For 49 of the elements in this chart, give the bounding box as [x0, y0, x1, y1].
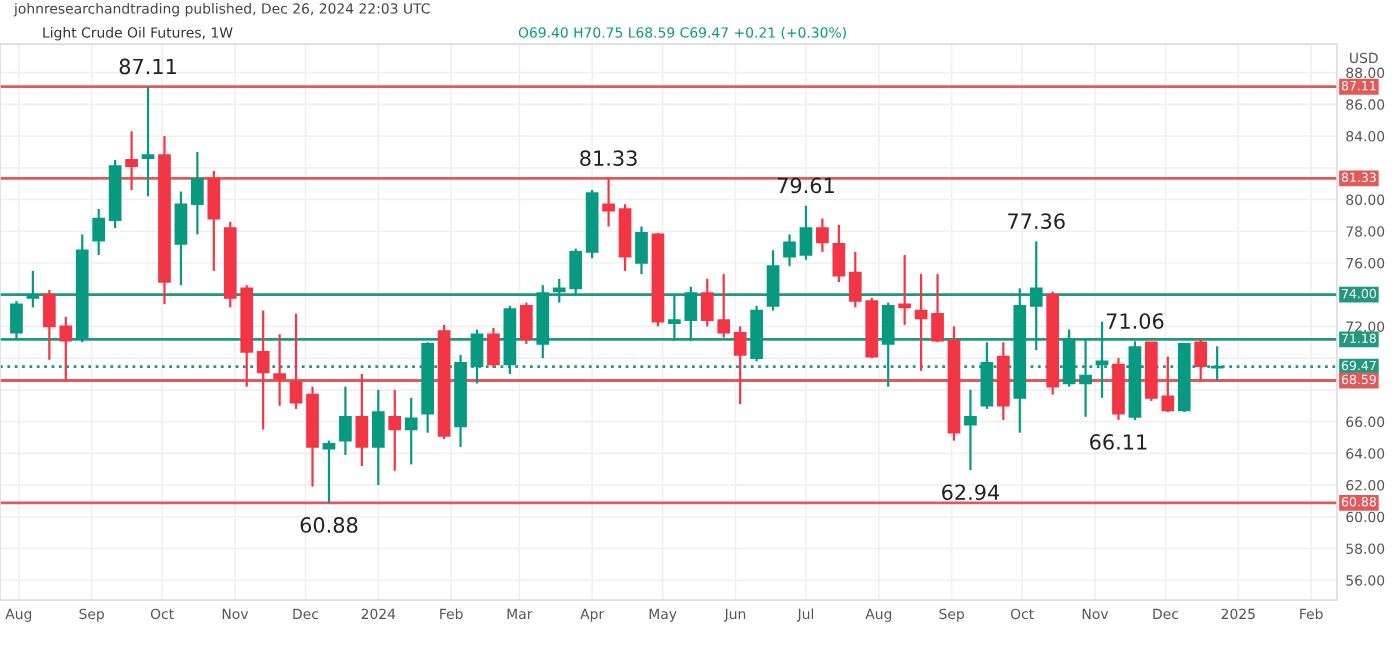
- candlestick: [322, 439, 336, 504]
- candlestick: [1095, 320, 1109, 399]
- candlestick: [256, 309, 270, 431]
- candlestick: [487, 326, 500, 369]
- candlestick: [1062, 328, 1076, 388]
- candlestick: [832, 223, 846, 284]
- candlestick: [783, 233, 796, 268]
- candlestick: [207, 169, 221, 273]
- candlestick: [26, 269, 40, 309]
- annotation: 60.88: [300, 517, 358, 533]
- candlestick: [191, 150, 204, 236]
- candlestick: [174, 190, 188, 287]
- annotation: 66.11: [1090, 434, 1147, 450]
- candlestick: [125, 130, 138, 192]
- candlestick: [816, 217, 829, 253]
- candlestick: [519, 301, 533, 345]
- candlestick: [355, 372, 369, 468]
- candlestick: [289, 312, 303, 411]
- annotation: 71.06: [1106, 313, 1164, 329]
- candlestick: [799, 204, 813, 261]
- candlestick: [931, 272, 944, 344]
- candlestick: [92, 207, 106, 257]
- annotation: 77.36: [1008, 213, 1065, 230]
- candlestick: [339, 385, 352, 457]
- candlestick: [980, 341, 994, 411]
- candlestick: [914, 272, 928, 372]
- annotation: 81.33: [580, 150, 637, 167]
- candlestick: [618, 203, 632, 273]
- candlestick: [404, 396, 418, 466]
- candlestick: [470, 328, 484, 385]
- candlestick: [1079, 338, 1092, 418]
- candlestick: [1194, 338, 1208, 382]
- candlestick: [1029, 240, 1043, 352]
- candlestick: [10, 299, 23, 341]
- annotation: 79.61: [777, 177, 834, 194]
- candlestick: [898, 253, 912, 326]
- candlestick: [766, 249, 780, 312]
- annotation: 62.94: [942, 484, 1000, 501]
- candlestick: [388, 388, 402, 472]
- candlestick: [881, 301, 895, 388]
- annotation: 87.11: [119, 58, 176, 75]
- candlestick: [141, 85, 155, 198]
- candlestick: [733, 325, 747, 406]
- candlestick: [750, 304, 763, 363]
- candlestick: [273, 333, 286, 407]
- candlestick: [602, 177, 615, 228]
- candlestick: [371, 388, 385, 487]
- candlestick: [964, 388, 977, 472]
- candlestick: [635, 225, 648, 276]
